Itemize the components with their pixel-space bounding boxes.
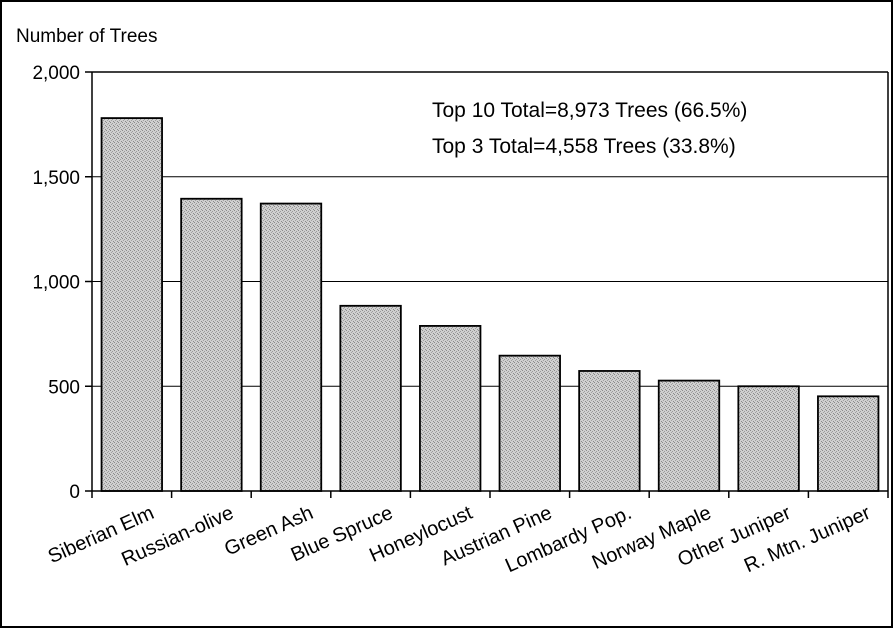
bar	[817, 395, 880, 492]
axes	[85, 71, 889, 498]
bars	[100, 117, 880, 492]
bar	[498, 354, 561, 492]
bar	[578, 370, 641, 492]
bar	[657, 379, 721, 492]
y-tick-label: 1,000	[32, 273, 80, 294]
bar	[180, 197, 243, 492]
bar	[100, 117, 163, 492]
annotation-top10-total: Top 10 Total=8,973 Trees (66.5%)	[432, 99, 747, 122]
y-tick-label: 500	[48, 377, 80, 398]
y-tick-label: 0	[69, 482, 80, 503]
y-tick-labels: 0 500 1,000 1,500 2,000	[32, 63, 80, 503]
annotation-top3-total: Top 3 Total=4,558 Trees (33.8%)	[432, 135, 736, 158]
y-tick-label: 1,500	[32, 168, 80, 189]
bar	[259, 202, 323, 492]
y-axis-title: Number of Trees	[16, 26, 158, 47]
bar	[737, 385, 800, 492]
bar	[419, 325, 482, 492]
bar	[339, 304, 402, 492]
y-tick-label: 2,000	[32, 63, 80, 84]
